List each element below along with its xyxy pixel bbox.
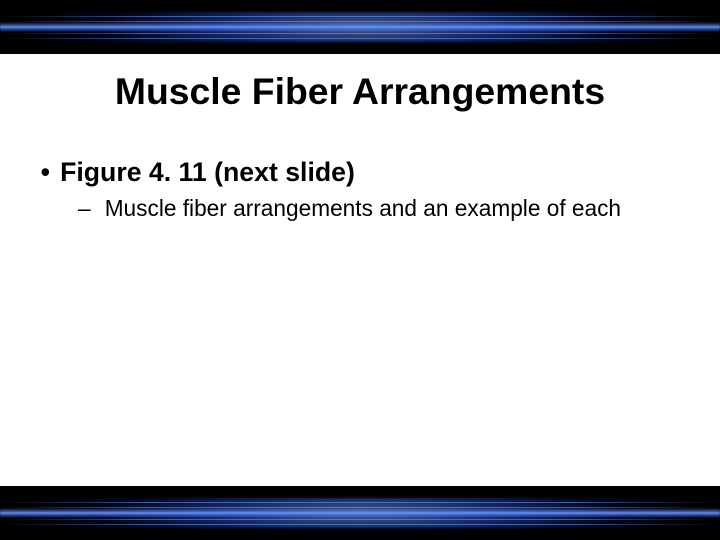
slide: Muscle Fiber Arrangements • Figure 4. 11… [0,0,720,540]
top-band-bg [0,0,720,54]
bullet-level2-text: Muscle fiber arrangements and an example… [105,195,621,221]
bottom-band [0,486,720,540]
bullet-level2: – Muscle fiber arrangements and an examp… [78,195,621,222]
bullet-level1: • Figure 4. 11 (next slide) [38,157,355,188]
bullet-level1-text: Figure 4. 11 (next slide) [60,157,355,187]
bottom-band-bg [0,486,720,540]
bullet-level2-marker: – [78,195,98,222]
top-band [0,0,720,54]
slide-title: Muscle Fiber Arrangements [0,70,720,113]
bullet-level1-marker: • [38,157,53,188]
